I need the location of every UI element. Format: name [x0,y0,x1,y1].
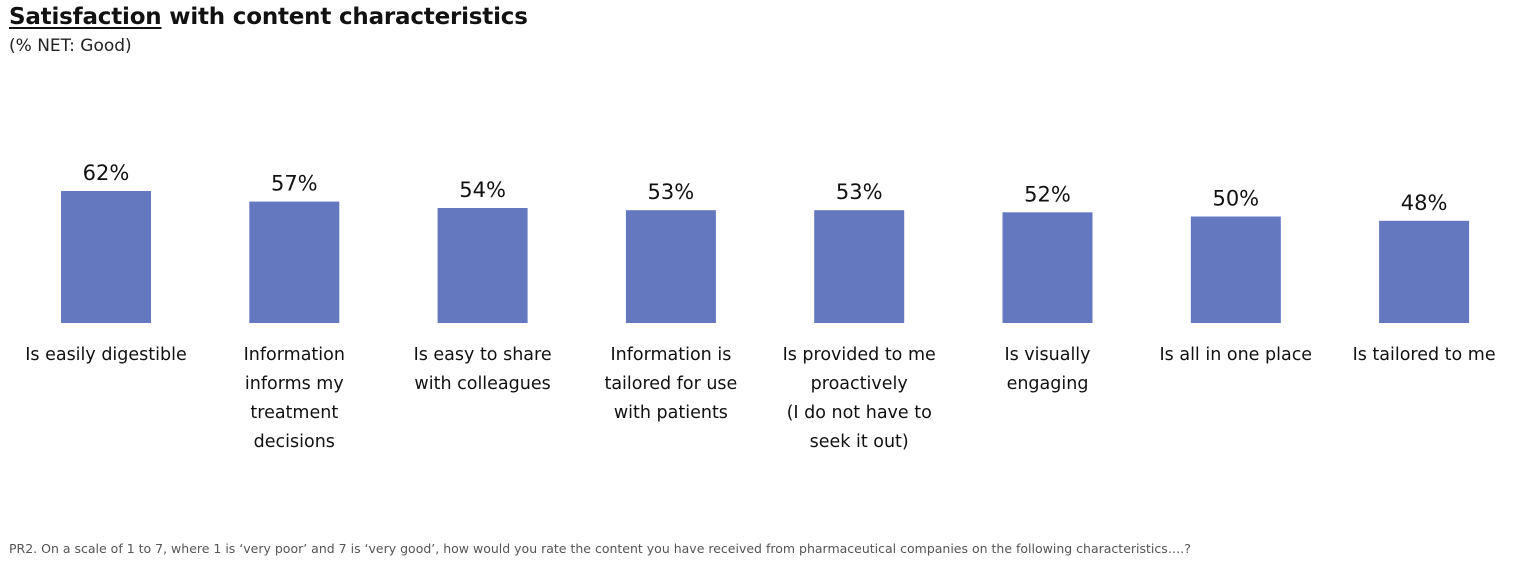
bar-4 [625,210,716,323]
chart-title: Satisfaction with content characteristic… [9,4,528,30]
bar-value-label-6: 52% [1024,182,1071,206]
bar-6 [1002,212,1093,323]
bar-value-label-7: 50% [1212,187,1259,211]
bar-value-label-5: 53% [836,180,883,204]
bar-7 [1190,216,1281,323]
bar-2 [249,201,340,323]
bar-1 [61,191,151,323]
category-label-1: Is easily digestible [25,345,187,365]
bar-8 [1379,220,1470,323]
bar-value-label-3: 54% [459,178,506,202]
bar-value-label-4: 53% [648,180,695,204]
chart-title-rest: with content characteristics [161,4,528,30]
category-label-2: Information informs my treatment decisions [244,345,345,452]
bar-value-label-2: 57% [271,172,318,196]
bar-3 [437,208,528,323]
bar-value-label-8: 48% [1401,191,1448,215]
category-label-3: Is easy to share with colleagues [414,345,552,394]
category-label-4: Information is tailored for use with patie… [604,345,737,423]
bar-value-label-1: 62% [83,161,130,185]
category-label-5: Is provided to me proactively (I do not ha… [783,345,936,452]
question-footnote: PR2. On a scale of 1 to 7, where 1 is ‘v… [9,541,1191,556]
chart-title-emphasis: Satisfaction [9,4,162,30]
category-label-6: Is visually engaging [1004,345,1090,394]
chart-subtitle: (% NET: Good) [9,36,132,56]
bar-5 [814,210,905,323]
category-label-7: Is all in one place [1160,345,1313,365]
category-label-8: Is tailored to me [1353,345,1496,365]
